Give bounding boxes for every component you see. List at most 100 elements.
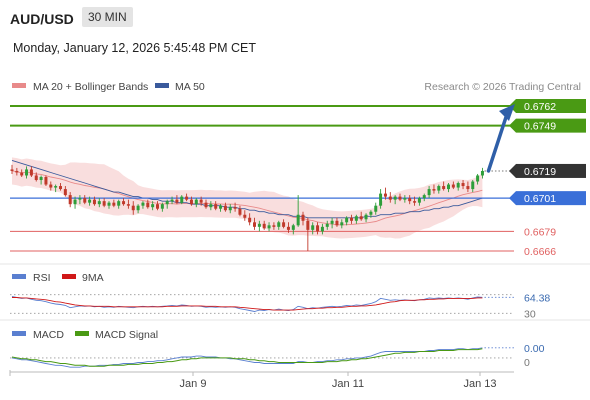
candle-body — [238, 208, 242, 215]
macd-legend-label: MACD — [33, 329, 64, 341]
price-tag-0.6701 — [516, 191, 586, 206]
candle-body — [325, 223, 329, 227]
candle-body — [262, 223, 266, 229]
candle — [243, 210, 247, 221]
candle-body — [340, 222, 344, 226]
candle-body — [461, 183, 465, 187]
price-label-0.6719: 0.6719 — [524, 166, 556, 178]
candle-body — [248, 217, 252, 223]
candle-body — [437, 186, 441, 191]
candle-body — [364, 214, 368, 220]
candle-body — [141, 202, 145, 206]
candle — [413, 196, 417, 206]
candle-body — [73, 199, 77, 205]
candle-body — [301, 214, 305, 221]
candle-body — [379, 193, 383, 206]
candle — [194, 198, 198, 208]
candle — [151, 201, 155, 211]
candle-body — [291, 225, 295, 230]
candle — [340, 219, 344, 229]
candle — [388, 192, 392, 203]
candle-body — [417, 198, 421, 203]
macd-signal-legend-label: MACD Signal — [95, 329, 158, 341]
candle — [272, 222, 276, 230]
candle — [10, 164, 14, 174]
macd-line — [11, 347, 483, 368]
candle-body — [257, 223, 261, 227]
candle-body — [383, 193, 387, 197]
candle — [233, 202, 237, 212]
candle — [257, 220, 261, 232]
macd-signal-line — [11, 348, 483, 367]
current-price-tag-pointer — [509, 163, 516, 178]
candle-body — [369, 211, 373, 215]
candle — [277, 220, 281, 230]
candle-body — [117, 201, 121, 206]
candle-body — [49, 184, 53, 188]
candle-body — [209, 204, 213, 208]
candle — [286, 222, 290, 233]
candle — [350, 214, 353, 224]
candle-body — [122, 201, 126, 205]
rsi-level-label-30: 30 — [524, 308, 536, 320]
candle-body — [316, 225, 320, 232]
candle — [248, 213, 252, 226]
current-price-tag — [516, 163, 586, 178]
candle-body — [311, 225, 315, 230]
candle-body — [88, 199, 92, 203]
candle — [73, 196, 77, 209]
candle — [398, 193, 402, 202]
candle — [461, 180, 465, 190]
candle — [316, 222, 320, 235]
candle-body — [29, 169, 33, 176]
candle-body — [330, 220, 334, 224]
candle — [403, 195, 407, 203]
candle-body — [432, 189, 436, 191]
candle — [170, 196, 174, 205]
candle-body — [476, 175, 480, 182]
candle — [136, 204, 140, 214]
candle-body — [427, 189, 431, 196]
candle-body — [63, 189, 67, 196]
candle — [29, 166, 33, 177]
candle-body — [398, 196, 402, 200]
candle — [78, 195, 82, 205]
candle-body — [44, 176, 48, 185]
candle-body — [277, 222, 281, 227]
price-tag-pointer-0.6749 — [509, 118, 516, 133]
symbol-title: AUD/USD — [10, 11, 74, 27]
candle — [456, 181, 460, 191]
candle — [379, 189, 383, 209]
candle-body — [59, 186, 62, 190]
rsi-ma-legend-swatch — [62, 274, 76, 279]
candle — [345, 216, 349, 226]
price-panel: 0.6762 0.6749 0.6719 0.6701 0.6679 0.6666 — [10, 99, 586, 258]
candle — [107, 201, 111, 209]
candle — [432, 184, 436, 194]
candle — [320, 223, 324, 235]
candle-body — [78, 198, 82, 200]
ma50-legend-swatch — [155, 83, 169, 88]
candle-body — [456, 183, 460, 188]
price-tag-0.6749 — [516, 118, 586, 133]
candle — [175, 195, 179, 205]
candle — [180, 195, 184, 205]
x-tick-label: Jan 13 — [463, 378, 496, 390]
research-credit: Research © 2026 Trading Central — [424, 81, 581, 93]
candle — [25, 166, 29, 179]
candle-body — [442, 186, 446, 190]
candle-body — [25, 169, 29, 176]
candle — [223, 202, 227, 212]
candle-body — [350, 217, 353, 221]
candle — [228, 204, 232, 214]
candle — [141, 201, 145, 209]
candle — [160, 202, 164, 212]
rsi-legend-label: RSI — [33, 272, 51, 284]
candle-body — [374, 205, 378, 212]
candle-body — [228, 207, 232, 211]
candle — [88, 196, 92, 206]
x-tick-label: Jan 9 — [180, 378, 207, 390]
timeframe-badge[interactable]: 30 MIN — [82, 7, 133, 27]
candle — [92, 196, 96, 206]
